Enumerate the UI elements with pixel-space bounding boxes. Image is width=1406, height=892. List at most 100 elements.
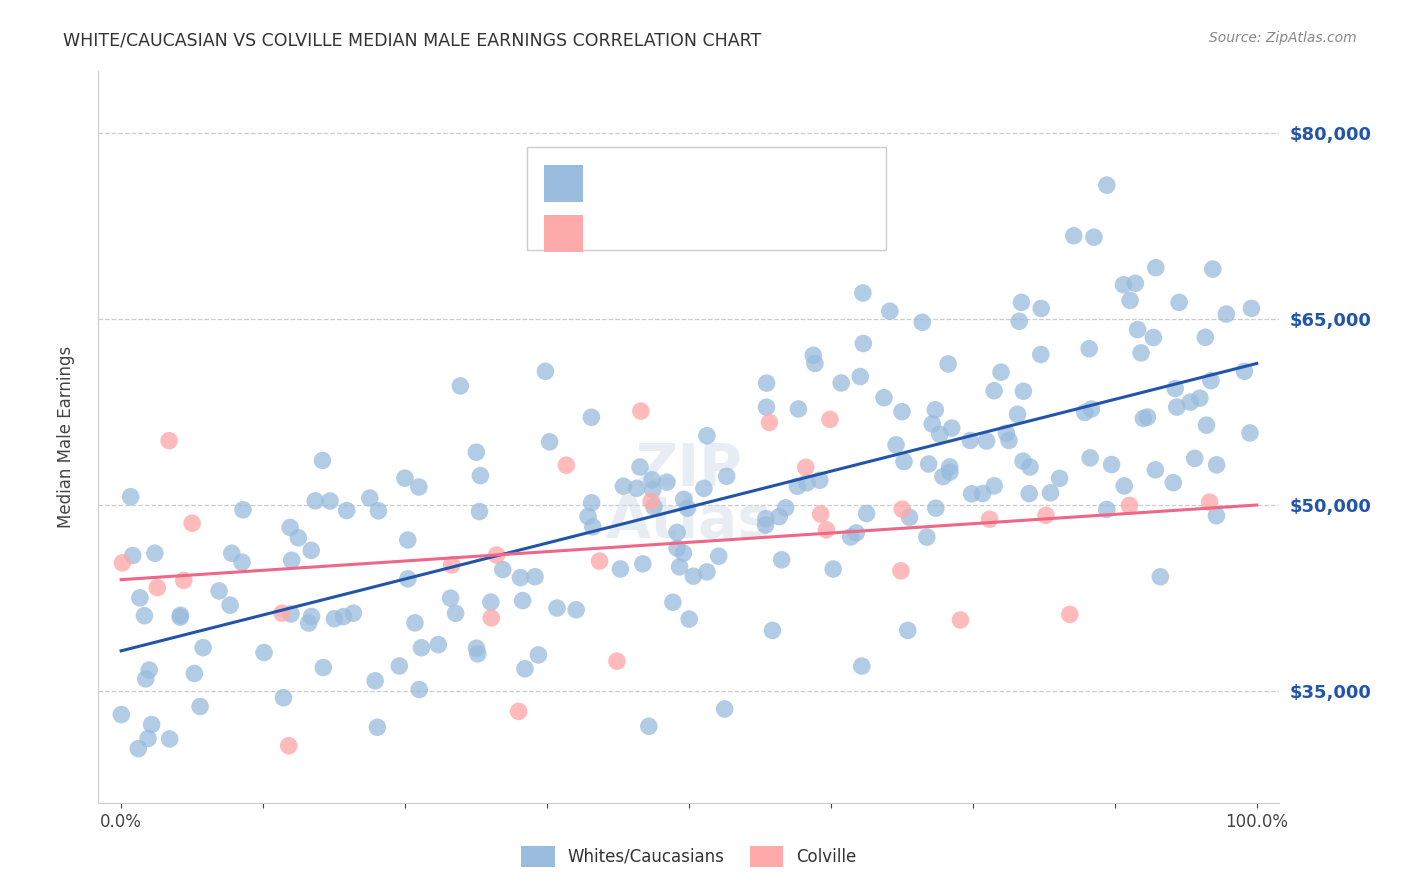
Point [815, 523, 838, 537]
Point [1063, 228, 1085, 243]
Point [1188, 391, 1211, 405]
Point [979, 512, 1001, 526]
Point [924, 402, 946, 417]
Point [120, 490, 142, 504]
Point [932, 469, 955, 483]
Point [707, 549, 730, 563]
Point [855, 507, 877, 521]
Point [1029, 347, 1052, 361]
Point [1095, 178, 1118, 193]
Point [713, 702, 735, 716]
Point [366, 720, 388, 734]
Point [983, 384, 1005, 398]
Point [915, 530, 938, 544]
Point [342, 606, 364, 620]
Point [336, 503, 359, 517]
Point [513, 662, 536, 676]
Point [891, 405, 914, 419]
Point [891, 502, 914, 516]
Point [1059, 607, 1081, 622]
Point [801, 348, 824, 362]
Point [1012, 384, 1035, 399]
Point [972, 486, 994, 500]
Point [1161, 475, 1184, 490]
Point [581, 410, 603, 425]
Point [1195, 418, 1218, 433]
Point [1164, 382, 1187, 396]
Text: WHITE/CAUCASIAN VS COLVILLE MEDIAN MALE EARNINGS CORRELATION CHART: WHITE/CAUCASIAN VS COLVILLE MEDIAN MALE … [63, 31, 762, 49]
Point [693, 482, 716, 496]
Point [1118, 499, 1140, 513]
Point [1074, 405, 1097, 419]
Point [1083, 230, 1105, 244]
Point [1031, 301, 1053, 316]
Point [169, 610, 191, 624]
Point [641, 483, 664, 497]
Point [1136, 410, 1159, 425]
Point [1018, 486, 1040, 500]
Point [121, 549, 143, 563]
Point [960, 487, 983, 501]
Point [299, 543, 322, 558]
Point [359, 491, 381, 505]
Point [666, 525, 689, 540]
Point [873, 391, 896, 405]
Point [936, 357, 959, 371]
Point [1078, 342, 1101, 356]
Point [546, 601, 568, 615]
Point [893, 454, 915, 468]
Point [830, 376, 852, 390]
Point [127, 741, 149, 756]
Point [404, 615, 426, 630]
Point [1205, 508, 1227, 523]
Point [839, 530, 862, 544]
Point [271, 606, 294, 620]
Point [939, 459, 962, 474]
Point [588, 554, 610, 568]
Point [606, 654, 628, 668]
Point [810, 507, 832, 521]
Point [1239, 425, 1261, 440]
Point [1198, 495, 1220, 509]
Point [898, 510, 921, 524]
Point [1166, 400, 1188, 414]
Point [609, 562, 631, 576]
Point [221, 546, 243, 560]
Point [918, 457, 941, 471]
Point [1144, 260, 1167, 275]
Point [169, 608, 191, 623]
Point [298, 615, 321, 630]
Point [884, 438, 907, 452]
Point [1039, 485, 1062, 500]
Point [141, 717, 163, 731]
Point [1142, 330, 1164, 344]
Point [990, 365, 1012, 379]
Point [1119, 293, 1142, 308]
Point [565, 603, 588, 617]
Point [408, 480, 430, 494]
Point [796, 475, 818, 490]
Point [849, 369, 872, 384]
Point [1078, 450, 1101, 465]
Point [576, 509, 599, 524]
Point [1215, 307, 1237, 321]
Point [1240, 301, 1263, 316]
Point [696, 565, 718, 579]
Point [626, 481, 648, 495]
Point [983, 479, 1005, 493]
Point [758, 416, 780, 430]
Point [323, 612, 346, 626]
Point [111, 556, 134, 570]
Point [388, 659, 411, 673]
Point [761, 624, 783, 638]
Point [1008, 314, 1031, 328]
Point [897, 624, 920, 638]
Point [755, 376, 778, 390]
Point [555, 458, 578, 473]
Point [183, 666, 205, 681]
Point [394, 471, 416, 485]
Point [1233, 364, 1256, 378]
Point [582, 520, 605, 534]
Point [173, 574, 195, 588]
Point [1007, 407, 1029, 421]
